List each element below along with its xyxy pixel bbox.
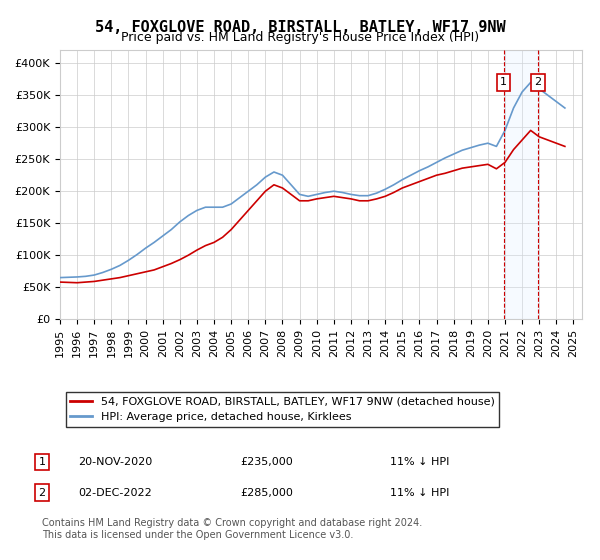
Text: 2: 2 <box>534 77 541 87</box>
Text: Price paid vs. HM Land Registry's House Price Index (HPI): Price paid vs. HM Land Registry's House … <box>121 31 479 44</box>
Text: 11% ↓ HPI: 11% ↓ HPI <box>390 488 449 498</box>
Bar <box>503 50 538 319</box>
Text: Contains HM Land Registry data © Crown copyright and database right 2024.
This d: Contains HM Land Registry data © Crown c… <box>42 519 422 540</box>
Text: 1: 1 <box>500 77 507 87</box>
Text: £235,000: £235,000 <box>240 457 293 467</box>
Text: £285,000: £285,000 <box>240 488 293 498</box>
Text: 2: 2 <box>38 488 46 498</box>
Legend: 54, FOXGLOVE ROAD, BIRSTALL, BATLEY, WF17 9NW (detached house), HPI: Average pri: 54, FOXGLOVE ROAD, BIRSTALL, BATLEY, WF1… <box>65 392 499 427</box>
Text: 11% ↓ HPI: 11% ↓ HPI <box>390 457 449 467</box>
Text: 20-NOV-2020: 20-NOV-2020 <box>78 457 152 467</box>
Text: 1: 1 <box>38 457 46 467</box>
Text: 54, FOXGLOVE ROAD, BIRSTALL, BATLEY, WF17 9NW: 54, FOXGLOVE ROAD, BIRSTALL, BATLEY, WF1… <box>95 20 505 35</box>
Text: 02-DEC-2022: 02-DEC-2022 <box>78 488 152 498</box>
